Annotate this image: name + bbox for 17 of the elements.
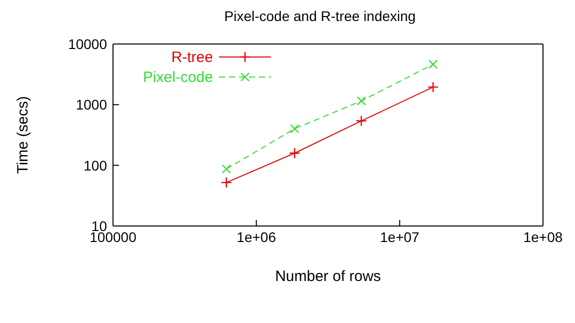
point <box>427 81 439 93</box>
x-tick-label: 1e+08 <box>523 228 563 245</box>
y-axis-title: Time (secs) <box>14 96 32 174</box>
point <box>289 148 300 159</box>
legend-label: Pixel-code <box>142 68 213 86</box>
y-tick-label: 100 <box>84 157 108 174</box>
legend-label: R-tree <box>171 48 213 66</box>
x-tick-label: 1e+06 <box>236 228 276 245</box>
point <box>220 176 232 188</box>
point <box>290 124 300 134</box>
point <box>222 164 231 174</box>
y-tick-label: 10000 <box>68 36 108 52</box>
chart-title: Pixel-code and R-tree indexing <box>223 8 417 24</box>
point <box>428 60 438 69</box>
y-tick-label: 1000 <box>76 96 108 113</box>
x-tick-label: 1e+07 <box>380 228 420 245</box>
x-axis-title: Number of rows <box>275 268 381 285</box>
